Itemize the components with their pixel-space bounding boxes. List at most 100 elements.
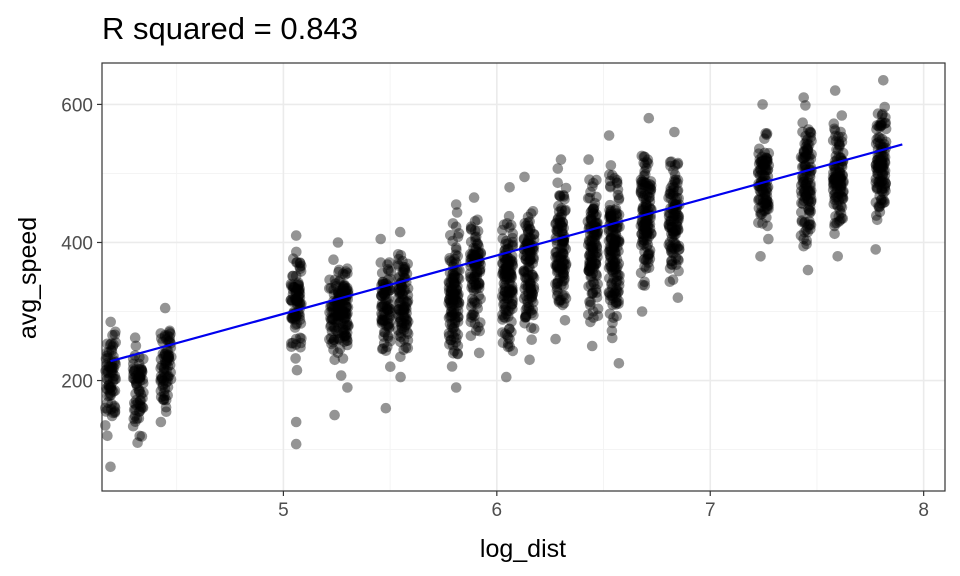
- scatter-point: [159, 358, 171, 369]
- scatter-point: [639, 177, 651, 189]
- scatter-point: [761, 194, 773, 206]
- scatter-point: [109, 400, 120, 412]
- scatter-point: [159, 330, 171, 341]
- scatter-point: [670, 226, 681, 237]
- scatter-point: [640, 226, 652, 237]
- scatter-point: [326, 306, 338, 317]
- scatter-point: [585, 257, 596, 269]
- scatter-point: [606, 277, 618, 289]
- scatter-point: [334, 334, 345, 345]
- scatter-point: [448, 277, 460, 289]
- scatter-point: [608, 273, 619, 284]
- scatter-point: [556, 209, 568, 220]
- scatter-point: [805, 223, 816, 235]
- scatter-point: [163, 370, 174, 382]
- scatter-point: [611, 175, 623, 186]
- scatter-point: [465, 316, 477, 328]
- scatter-point: [758, 159, 769, 170]
- y-tick-label: 600: [61, 95, 93, 116]
- scatter-point: [799, 192, 811, 204]
- scatter-point: [590, 255, 602, 266]
- scatter-point: [333, 264, 345, 276]
- scatter-point: [380, 295, 392, 307]
- scatter-point: [448, 274, 459, 286]
- scatter-point: [799, 151, 811, 163]
- scatter-point: [796, 197, 807, 209]
- scatter-point: [378, 338, 390, 349]
- scatter-point: [667, 179, 678, 191]
- x-tick-label: 5: [278, 500, 289, 521]
- scatter-point: [135, 401, 146, 412]
- scatter-point: [332, 302, 344, 313]
- scatter-point: [504, 341, 515, 352]
- scatter-point: [130, 399, 141, 410]
- scatter-point: [132, 437, 143, 449]
- scatter-point: [609, 172, 620, 184]
- scatter-point: [334, 333, 345, 344]
- scatter-point: [338, 283, 349, 295]
- scatter-point: [833, 216, 845, 227]
- scatter-point: [672, 241, 683, 253]
- scatter-point: [558, 236, 570, 248]
- scatter-point: [445, 334, 456, 346]
- scatter-point: [831, 191, 842, 203]
- scatter-point: [760, 159, 771, 170]
- scatter-point: [504, 255, 516, 267]
- scatter-point: [131, 378, 142, 390]
- scatter-point: [591, 218, 603, 229]
- scatter-point: [163, 352, 174, 364]
- scatter-point: [524, 247, 536, 258]
- scatter-point: [498, 285, 509, 296]
- scatter-point: [518, 233, 530, 244]
- scatter-point: [611, 271, 622, 282]
- scatter-point: [129, 397, 140, 409]
- scatter-point: [755, 156, 766, 168]
- scatter-point: [590, 218, 601, 230]
- scatter-point: [640, 222, 651, 234]
- scatter-point: [127, 363, 139, 375]
- scatter-point: [520, 220, 532, 232]
- scatter-point: [505, 269, 516, 280]
- scatter-point: [611, 177, 623, 188]
- scatter-point: [127, 373, 139, 384]
- scatter-point: [132, 373, 143, 384]
- scatter-point: [755, 157, 767, 168]
- scatter-point: [102, 367, 114, 378]
- scatter-point: [552, 287, 564, 299]
- scatter-point: [376, 298, 388, 309]
- scatter-point: [507, 284, 518, 295]
- scatter-point: [395, 313, 406, 325]
- scatter-point: [608, 258, 620, 269]
- scatter-point: [525, 254, 536, 265]
- scatter-point: [795, 151, 807, 163]
- scatter-point: [443, 276, 455, 288]
- scatter-point: [506, 256, 518, 268]
- scatter-point: [666, 259, 677, 270]
- scatter-point: [446, 256, 458, 268]
- scatter-point: [401, 296, 412, 308]
- scatter-point: [638, 151, 650, 162]
- scatter-point: [612, 189, 624, 201]
- scatter-point: [587, 245, 599, 257]
- scatter-point: [761, 191, 773, 202]
- scatter-point: [644, 182, 656, 193]
- scatter-point: [286, 313, 297, 324]
- scatter-point: [294, 261, 306, 273]
- scatter-point: [103, 361, 115, 372]
- scatter-point: [528, 272, 540, 284]
- scatter-point: [332, 307, 344, 318]
- scatter-point: [828, 177, 840, 189]
- scatter-point: [327, 337, 339, 348]
- scatter-point: [324, 274, 335, 286]
- scatter-point: [874, 206, 886, 218]
- scatter-point: [287, 284, 299, 296]
- scatter-point: [325, 301, 336, 312]
- scatter-point: [453, 297, 465, 309]
- scatter-point: [528, 323, 540, 335]
- scatter-point: [376, 314, 388, 326]
- scatter-point: [590, 258, 602, 270]
- scatter-point: [591, 270, 602, 282]
- scatter-point: [500, 267, 512, 279]
- scatter-point: [585, 299, 596, 311]
